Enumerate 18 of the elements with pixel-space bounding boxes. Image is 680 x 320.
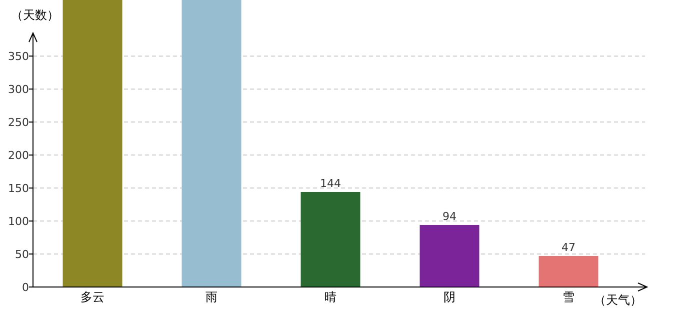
y-tick-label: 300 [8,83,29,96]
y-tick-label: 50 [15,248,29,262]
data-label: 47 [562,240,576,254]
y-tick-label: 250 [8,116,29,130]
y-tick-label: 0 [22,281,29,294]
y-axis-title: （天数） [11,8,59,22]
x-tick-label: 雪 [562,290,574,304]
x-tick-label: 雨 [206,290,218,304]
data-label: 94 [442,210,456,223]
data-label: 144 [320,176,341,190]
y-tick-label: 150 [8,182,29,196]
y-tick-label: 100 [8,215,29,228]
y-tick-label: 350 [8,50,29,64]
x-tick-label: 阴 [444,290,456,304]
x-tick-label: 多云 [80,290,104,304]
x-axis-title: （天气） [594,293,642,307]
x-tick-label: 晴 [324,290,336,304]
y-tick-label: 200 [8,149,29,162]
